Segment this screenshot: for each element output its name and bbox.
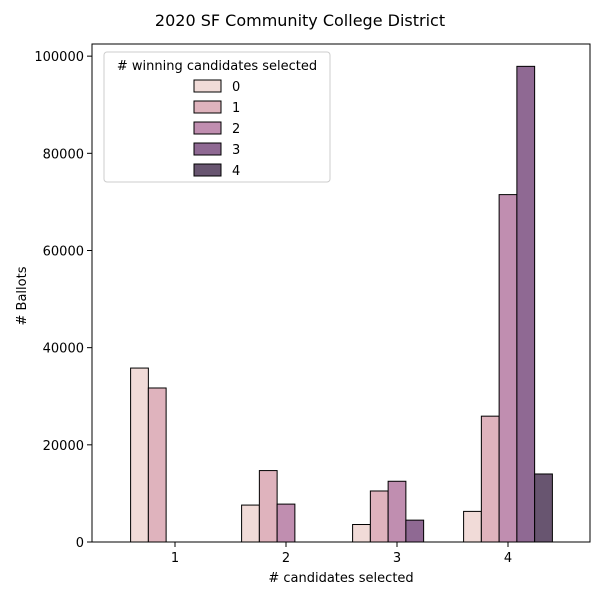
plot-frame	[91, 43, 591, 543]
y-tick-label: 40000	[43, 342, 84, 357]
y-tick-label: 0	[76, 536, 84, 551]
y-tick-label: 80000	[43, 147, 84, 162]
bar-2-cat-4	[498, 194, 518, 543]
bar-4-cat-4	[534, 473, 553, 543]
legend-label-4: 4	[232, 164, 240, 179]
x-tick-label: 1	[171, 551, 179, 566]
legend-label-3: 3	[232, 143, 240, 158]
legend-title: # winning candidates selected	[117, 59, 317, 74]
chart-title: 2020 SF Community College District	[155, 11, 445, 30]
plot-area: 0 20000 40000 60000 80000 100000 1 2 3 4	[34, 43, 591, 566]
bar-0-cat-4	[463, 510, 482, 543]
legend-swatch-4	[193, 163, 222, 177]
y-tick-label: 100000	[34, 50, 84, 65]
bar-0-cat-2	[241, 504, 260, 543]
bar-3-cat-3	[405, 519, 425, 543]
legend-box	[103, 51, 331, 183]
legend-label-0: 0	[232, 80, 240, 95]
legend-swatch-3	[193, 142, 222, 156]
bar-2-cat-3	[387, 480, 407, 543]
legend-label-1: 1	[232, 101, 240, 116]
bar-1-cat-2	[258, 470, 278, 543]
x-axis-label: # candidates selected	[268, 571, 413, 586]
legend: # winning candidates selected 0 1 2 3 4	[103, 51, 331, 183]
bar-2-cat-2	[276, 503, 296, 543]
bar-0-cat-1	[130, 367, 149, 543]
y-tick-label: 60000	[43, 244, 84, 259]
bar-1-cat-3	[369, 490, 389, 543]
x-tick-label: 2	[282, 551, 290, 566]
y-tick-label: 20000	[43, 439, 84, 454]
bar-3-cat-4	[516, 65, 536, 543]
bar-1-cat-4	[480, 415, 500, 543]
legend-swatch-1	[193, 100, 222, 114]
x-tick-label: 4	[504, 551, 512, 566]
legend-swatch-0	[193, 79, 222, 93]
x-tick-label: 3	[393, 551, 401, 566]
y-axis-label: # Ballots	[15, 266, 30, 325]
bar-0-cat-3	[352, 524, 371, 543]
legend-label-2: 2	[232, 122, 240, 137]
legend-swatch-2	[193, 121, 222, 135]
bar-1-cat-1	[147, 387, 167, 543]
